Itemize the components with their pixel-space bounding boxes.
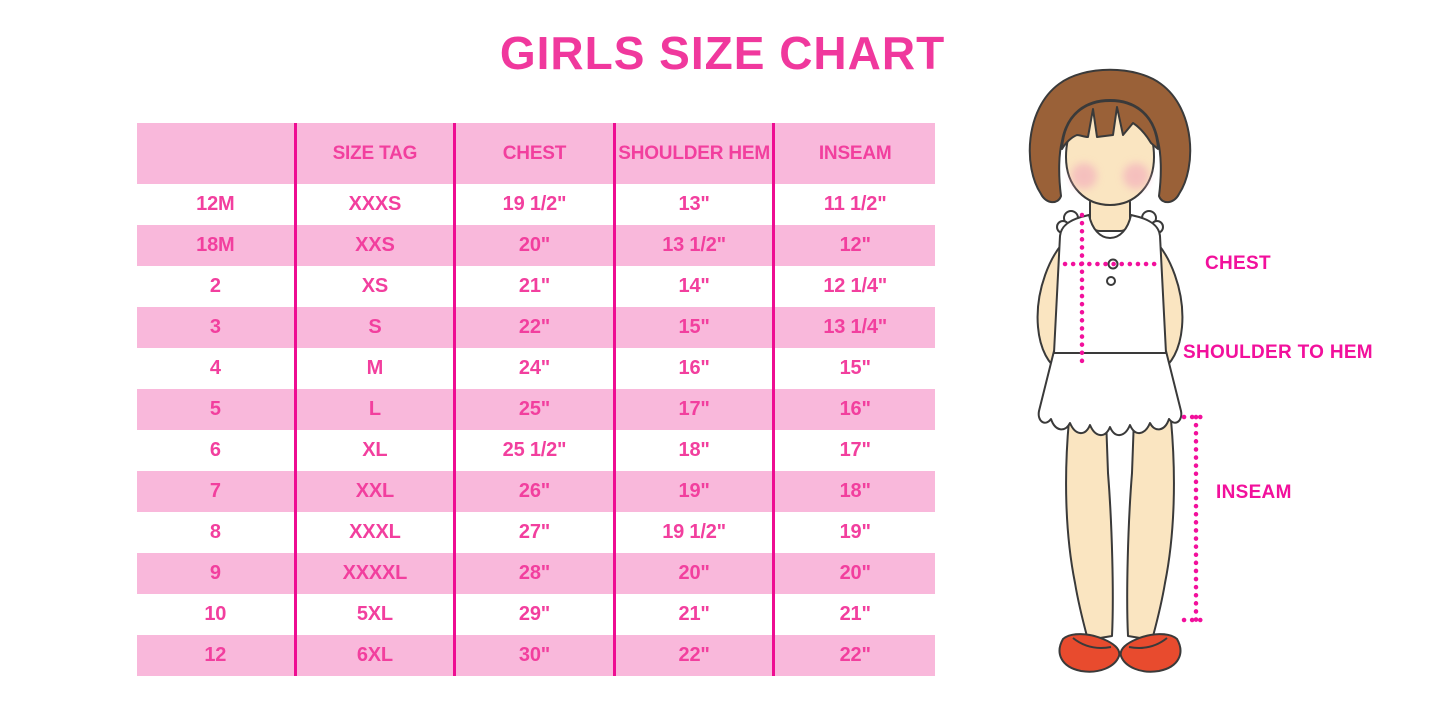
measurement-cell: 22": [456, 307, 616, 348]
girl-left-leg: [1065, 417, 1114, 641]
measurement-figure: CHEST SHOULDER TO HEM INSEAM: [985, 55, 1445, 723]
girl-right-cheek: [1123, 163, 1149, 189]
measurement-cell: 30": [456, 635, 616, 676]
table-row-3: 3 S 22" 15" 13 1/4": [137, 307, 935, 348]
table-row-2: 2 XS 21" 14" 12 1/4": [137, 266, 935, 307]
girl-left-cheek: [1071, 163, 1097, 189]
measurement-cell: 6XL: [297, 635, 457, 676]
measurement-cell: M: [297, 348, 457, 389]
header-cell-size-tag: SIZE TAG: [297, 123, 457, 184]
measurement-cell: 19 1/2": [456, 184, 616, 225]
measurement-cell: XS: [297, 266, 457, 307]
girl-left-shoe: [1058, 633, 1121, 673]
measurement-cell: 14": [616, 266, 776, 307]
shoulder-to-hem-measurement-label: SHOULDER TO HEM: [1183, 342, 1373, 363]
size-label-cell: 3: [137, 307, 297, 348]
header-cell-empty: [137, 123, 297, 184]
table-row-8: 8 XXXL 27" 19 1/2" 19": [137, 512, 935, 553]
measurement-cell: 21": [839, 603, 871, 625]
page-title: GIRLS SIZE CHART: [499, 27, 946, 79]
chest-measurement-label: CHEST: [1205, 253, 1271, 274]
measurement-cell: 26": [456, 471, 616, 512]
table-row-5: 5 L 25" 17" 16": [137, 389, 935, 430]
measurement-cell: 25": [456, 389, 616, 430]
measurement-cell: 13 1/2": [616, 225, 776, 266]
measurement-cell: 27": [456, 512, 616, 553]
measurement-cell: 17": [616, 389, 776, 430]
table-body: 12M XXXS 19 1/2" 13" 11 1/2" 18M XXS 20" 13 1/2"…: [137, 184, 935, 676]
measurement-cell: XL: [297, 430, 457, 471]
size-label-cell: 2: [137, 266, 297, 307]
measurement-cell: 29": [456, 594, 616, 635]
size-label-cell: 12M: [137, 184, 297, 225]
size-label-cell: 7: [137, 471, 297, 512]
girl-skirt: [1037, 350, 1183, 436]
measurement-cell: 21": [616, 594, 776, 635]
measurement-cell: 25 1/2": [456, 430, 616, 471]
table-row-18m: 18M XXS 20" 13 1/2" 12": [137, 225, 935, 266]
table-row-12m: 12M XXXS 19 1/2" 13" 11 1/2": [137, 184, 935, 225]
girl-right-leg: [1126, 417, 1175, 641]
measurement-cell: 17": [839, 439, 871, 461]
measurement-cell: 15": [839, 357, 871, 379]
girl-bangs: [1061, 100, 1159, 150]
measurement-cell: S: [297, 307, 457, 348]
measurement-cell: 22": [839, 644, 871, 666]
measurement-cell: L: [297, 389, 457, 430]
measurement-cell: 20": [616, 553, 776, 594]
header-cell-shoulder-hem: SHOULDER HEM: [616, 123, 776, 184]
table-row-4: 4 M 24" 16" 15": [137, 348, 935, 389]
size-label-cell: 9: [137, 553, 297, 594]
table-row-12: 12 6XL 30" 22" 22": [137, 635, 935, 676]
measurement-cell: 12 1/4": [823, 275, 888, 297]
header-cell-chest: CHEST: [456, 123, 616, 184]
measurement-cell: 22": [616, 635, 776, 676]
measurement-cell: 21": [456, 266, 616, 307]
girl-hair: [1028, 68, 1192, 204]
table-row-9: 9 XXXXL 28" 20" 20": [137, 553, 935, 594]
measurement-cell: 15": [616, 307, 776, 348]
size-label-cell: 5: [137, 389, 297, 430]
girl-right-shoe: [1119, 633, 1182, 673]
measurement-cell: 20": [839, 562, 871, 584]
size-label-cell: 12: [137, 635, 297, 676]
size-chart-table: SIZE TAG CHEST SHOULDER HEM INSEAM 12M XXXS 1…: [137, 123, 935, 676]
size-label-cell: 10: [137, 594, 297, 635]
measurement-cell: 24": [456, 348, 616, 389]
measurement-cell: 19": [616, 471, 776, 512]
measurement-cell: 18": [839, 480, 871, 502]
girl-right-shoe-strap: [1128, 637, 1168, 649]
measurement-cell: 13 1/4": [823, 316, 888, 338]
measurement-cell: XXXXL: [297, 553, 457, 594]
measurement-cell: XXXS: [297, 184, 457, 225]
measurement-cell: 28": [456, 553, 616, 594]
measurement-cell: 12": [839, 234, 871, 256]
measurement-cell: XXS: [297, 225, 457, 266]
measurement-cell: 5XL: [297, 594, 457, 635]
header-cell-inseam: INSEAM: [818, 142, 892, 164]
inseam-measurement-label: INSEAM: [1216, 482, 1292, 503]
measurement-cell: XXXL: [297, 512, 457, 553]
size-label-cell: 8: [137, 512, 297, 553]
measurement-cell: 19 1/2": [616, 512, 776, 553]
measurement-cell: XXL: [297, 471, 457, 512]
girl-left-shoe-strap: [1072, 637, 1112, 649]
girl-bottom-button: [1106, 276, 1116, 286]
girl-illustration: [1028, 68, 1211, 673]
measurement-cell: 20": [456, 225, 616, 266]
table-row-10: 10 5XL 29" 21" 21": [137, 594, 935, 635]
measurement-cell: 13": [616, 184, 776, 225]
size-label-cell: 6: [137, 430, 297, 471]
measurement-cell: 16": [616, 348, 776, 389]
size-label-cell: 18M: [137, 225, 297, 266]
measurement-cell: 19": [839, 521, 871, 543]
table-header-row: SIZE TAG CHEST SHOULDER HEM INSEAM: [137, 123, 935, 184]
measurement-cell: 16": [839, 398, 871, 420]
table-row-6: 6 XL 25 1/2" 18" 17": [137, 430, 935, 471]
measurement-cell: 18": [616, 430, 776, 471]
measurement-cell: 11 1/2": [823, 193, 887, 215]
table-row-7: 7 XXL 26" 19" 18": [137, 471, 935, 512]
size-label-cell: 4: [137, 348, 297, 389]
